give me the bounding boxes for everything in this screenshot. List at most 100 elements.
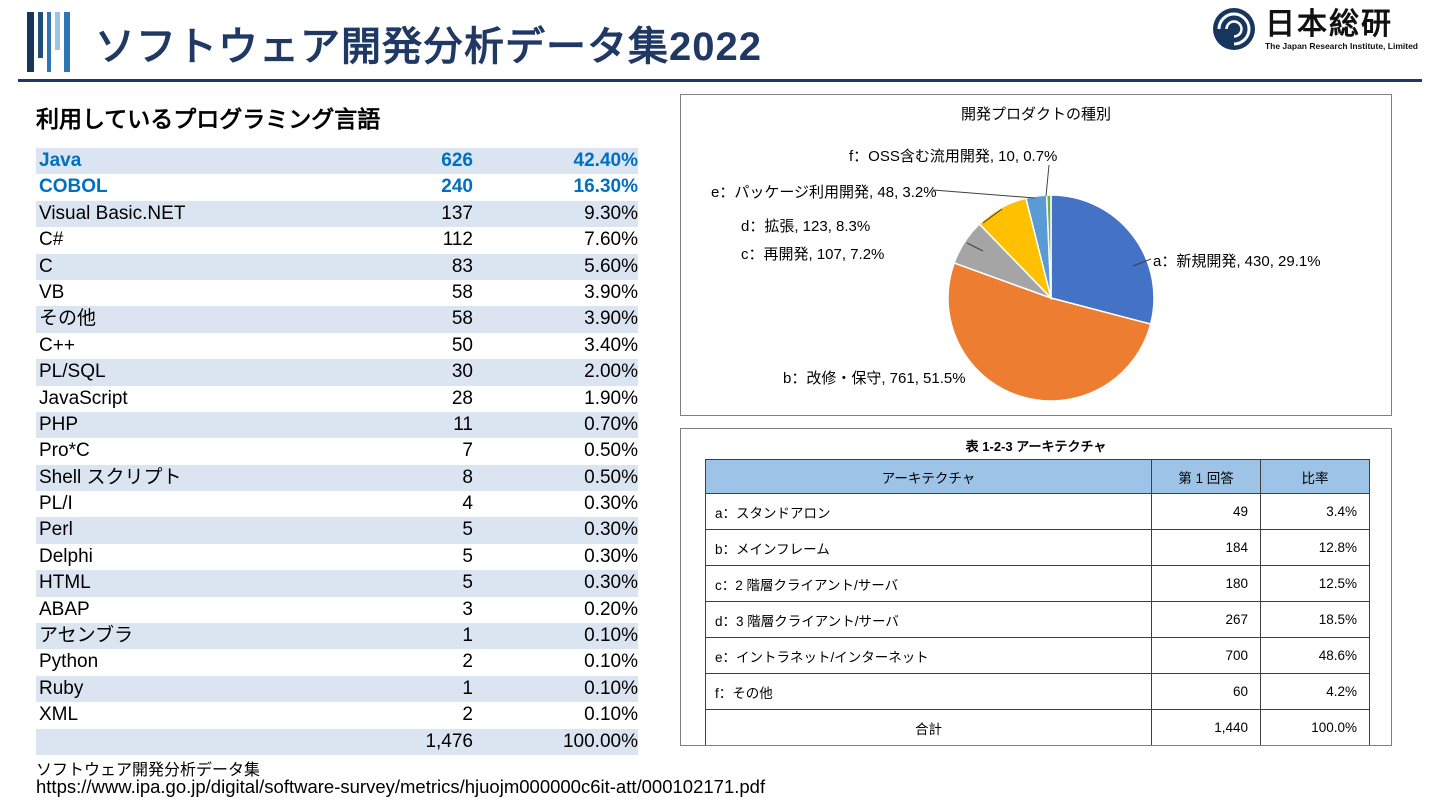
table-row: 合計 1,440 100.0%: [705, 709, 1370, 745]
arch-cell: 184: [1151, 529, 1261, 566]
title-decoration: [27, 12, 70, 72]
pie-chart-panel: 開発プロダクトの種別 f：OSS含む流用開発, 10, 0.7% e：パッケージ…: [680, 94, 1392, 416]
arch-header-cell: アーキテクチャ: [705, 459, 1152, 494]
table-row: C# 112 7.60%: [36, 227, 638, 253]
table-row: Pro*C 7 0.50%: [36, 438, 638, 464]
pie-chart-title: 開発プロダクトの種別: [960, 106, 1111, 123]
language-name: Pro*C: [39, 440, 90, 462]
language-count: 3: [462, 598, 473, 620]
language-count: 240: [441, 176, 473, 198]
table-row: b：メインフレーム 184 12.8%: [705, 529, 1370, 566]
pie-label-c: c：再開発, 107, 7.2%: [741, 246, 885, 263]
language-name: Perl: [39, 519, 73, 541]
table-row: Java 626 42.40%: [36, 148, 638, 175]
pie-label-e: e：パッケージ利用開発, 48, 3.2%: [711, 184, 937, 201]
language-name: PL/I: [39, 493, 73, 515]
language-pct: 9.30%: [584, 202, 638, 224]
language-name: Shell スクリプト: [39, 466, 182, 488]
language-name: XML: [39, 704, 79, 726]
architecture-table-title: 表 1-2-3 アーキテクチャ: [965, 439, 1107, 454]
source-caption: ソフトウェア開発分析データ集: [36, 762, 261, 779]
arch-cell: e：イントラネット/インターネット: [705, 637, 1152, 674]
language-count: 112: [442, 229, 473, 251]
pie-slice-a: [1050, 194, 1155, 325]
language-name: C: [39, 255, 53, 277]
language-count: 626: [441, 150, 473, 171]
language-name: PL/SQL: [39, 361, 106, 383]
language-name: アセンブラ: [39, 625, 134, 647]
arch-cell: b：メインフレーム: [705, 529, 1152, 566]
language-pct: 0.30%: [584, 519, 638, 541]
table-row: 1,476 100.00%: [36, 728, 638, 755]
language-count: 5: [462, 519, 473, 541]
language-count: 1,476: [425, 730, 473, 752]
logo-subtitle: The Japan Research Institute, Limited: [1264, 40, 1418, 51]
table-row: VB 58 3.90%: [36, 280, 638, 306]
language-pct: 3.90%: [584, 308, 638, 330]
arch-cell: 18.5%: [1260, 601, 1370, 638]
table-row: Visual Basic.NET 137 9.30%: [36, 200, 638, 228]
source-url[interactable]: https://www.ipa.go.jp/digital/software-s…: [36, 776, 766, 797]
language-count: 5: [462, 572, 473, 594]
table-row: c：2 階層クライアント/サーバ 180 12.5%: [705, 565, 1370, 602]
table-row: PL/SQL 30 2.00%: [36, 359, 638, 386]
language-count: 28: [451, 387, 473, 409]
architecture-table: アーキテクチャ第 1 回答 比率 a：スタンドアロン 49 3.4% b：メインフレーム 1…: [705, 459, 1370, 745]
arch-cell: 267: [1151, 601, 1261, 638]
language-pct: 100.00%: [562, 730, 638, 752]
jri-logo: 日本総研 The Japan Research Institute, Limit…: [1211, 6, 1418, 52]
arch-cell: c：2 階層クライアント/サーバ: [705, 565, 1152, 602]
header-divider: [18, 79, 1422, 82]
decoration-bar: [64, 12, 70, 72]
arch-cell: 12.8%: [1260, 529, 1370, 566]
table-row: C++ 50 3.40%: [36, 333, 638, 359]
language-pct: 7.60%: [584, 229, 638, 251]
jri-logo-icon: [1212, 8, 1255, 50]
language-count: 30: [451, 361, 473, 383]
language-pct: 1.90%: [584, 387, 638, 409]
jri-logo-text: 日本総研 The Japan Research Institute, Limit…: [1265, 8, 1418, 51]
language-name: Delphi: [39, 545, 93, 567]
table-row: C 83 5.60%: [36, 253, 638, 280]
language-name: PHP: [39, 413, 79, 435]
language-name: Ruby: [39, 677, 84, 699]
language-count: 1: [462, 677, 473, 699]
language-table: Java 626 42.40% COBOL 240 16.30% Visual Basic.…: [36, 148, 638, 755]
pie-label-d: d：拡張, 123, 8.3%: [741, 218, 871, 235]
table-row: アセンブラ 1 0.10%: [36, 623, 638, 650]
logo-name: 日本総研: [1264, 7, 1393, 41]
pie-label-b: b：改修・保守, 761, 51.5%: [783, 370, 966, 387]
table-row: PL/I 4 0.30%: [36, 491, 638, 517]
table-row: a：スタンドアロン 49 3.4%: [705, 493, 1370, 530]
architecture-panel: 表 1-2-3 アーキテクチャ アーキテクチャ第 1 回答 比率 a：スタンドアロン…: [680, 428, 1392, 746]
arch-cell: 60: [1151, 673, 1261, 710]
table-row: PHP 11 0.70%: [36, 411, 638, 439]
arch-cell: 3.4%: [1260, 493, 1370, 530]
language-name: VB: [39, 281, 65, 303]
page-title: ソフトウェア開発分析データ集2022: [95, 25, 762, 69]
language-pct: 3.90%: [584, 281, 638, 303]
language-name: [36, 729, 316, 755]
language-pct: 0.30%: [584, 545, 638, 567]
language-count: 58: [451, 308, 473, 330]
language-pct: 0.50%: [584, 440, 638, 462]
language-name: JavaScript: [39, 387, 128, 409]
decoration-bar: [47, 12, 51, 72]
language-pct: 0.10%: [584, 651, 638, 673]
language-count: 2: [462, 651, 473, 673]
decoration-bar: [38, 12, 43, 58]
language-pct: 2.00%: [584, 361, 638, 383]
language-pct: 0.10%: [584, 677, 638, 699]
language-pct: 0.70%: [584, 413, 638, 435]
arch-cell: 700: [1151, 637, 1261, 674]
language-name: Python: [39, 651, 99, 673]
pie-label-a: a：新規開発, 430, 29.1%: [1153, 253, 1321, 270]
arch-cell: 1,440: [1151, 709, 1261, 745]
table-row: Shell スクリプト 8 0.50%: [36, 464, 638, 492]
language-pct: 0.20%: [584, 598, 638, 620]
leader-lines: [932, 164, 1152, 267]
table-row: Perl 5 0.30%: [36, 517, 638, 544]
arch-cell: 4.2%: [1260, 673, 1370, 710]
language-name: Visual Basic.NET: [39, 202, 186, 224]
language-name: COBOL: [39, 176, 108, 198]
